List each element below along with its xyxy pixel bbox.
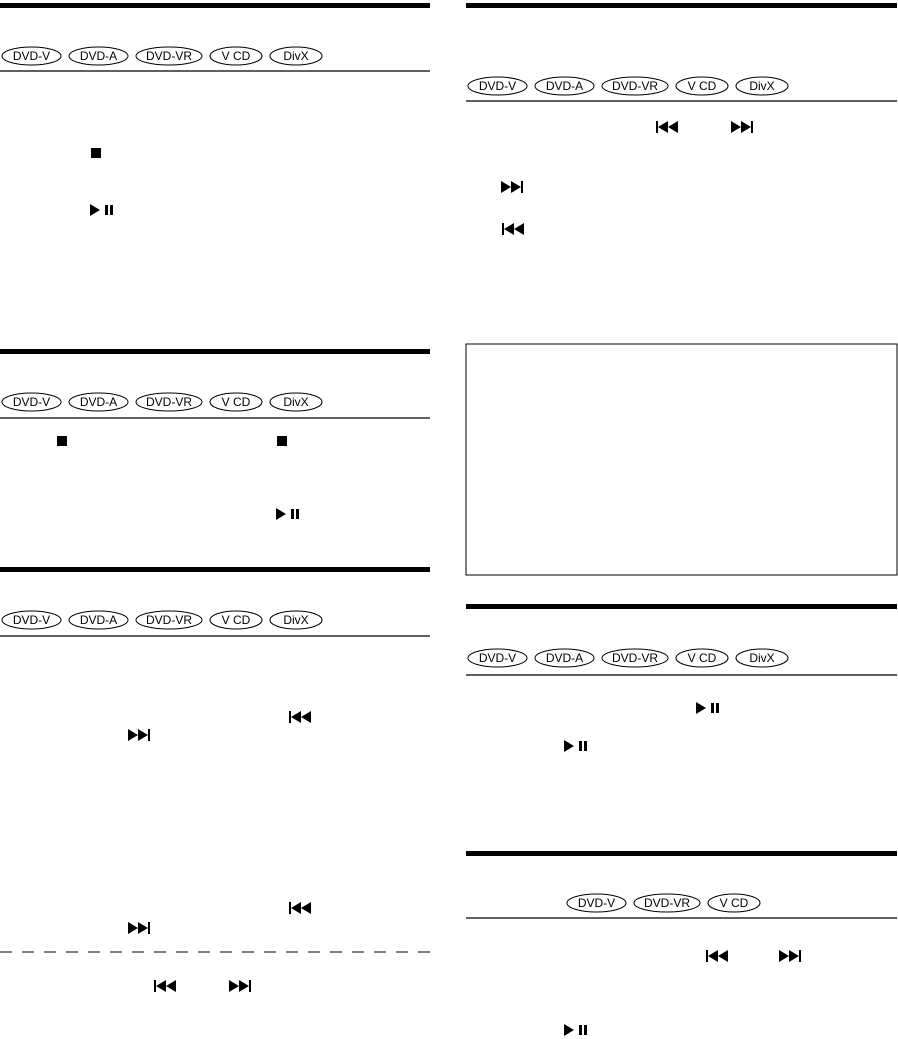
format-badge [633,893,701,913]
format-label: DVD-VR [644,896,690,910]
format-label: V CD [688,651,717,665]
note-box [465,343,898,576]
format-badge [68,610,129,630]
format-label: DVD-V [13,49,50,63]
format-label: DVD-VR [612,651,658,665]
section-rule [466,851,897,856]
format-label: DivX [749,651,774,665]
format-label: DivX [283,49,308,63]
format-label: V CD [222,613,251,627]
format-badge [534,648,595,668]
format-label: DivX [283,613,308,627]
format-label: DVD-V [13,395,50,409]
format-label: DVD-A [546,79,583,93]
format-label: DVD-A [80,49,117,63]
format-badge [269,392,323,412]
format-badge [735,76,789,96]
next-icon [229,980,251,992]
format-label: DVD-V [479,79,516,93]
format-label: V CD [222,49,251,63]
play-pause-icon [696,702,719,714]
format-badge [601,648,669,668]
format-label: DVD-VR [146,395,192,409]
format-label: DVD-A [546,651,583,665]
next-icon [731,121,753,133]
next-icon [128,922,150,934]
format-badge [68,46,129,66]
play-pause-icon [276,508,299,520]
format-label: V CD [688,79,717,93]
prev-icon [289,902,311,914]
prev-icon [154,980,176,992]
format-badge [566,893,627,913]
format-badge [735,648,789,668]
stop-icon [277,436,287,446]
format-badge [135,610,203,630]
format-label: DivX [749,79,774,93]
format-label: V CD [222,395,251,409]
format-label: DVD-V [578,896,615,910]
section-rule [466,3,897,8]
prev-icon [706,950,728,962]
stop-icon [91,148,101,158]
play-pause-icon [564,1024,587,1036]
prev-icon [656,121,678,133]
next-icon [128,729,150,741]
format-badge [209,392,263,412]
format-label: DVD-A [80,395,117,409]
section-rule [0,3,430,8]
format-badge [1,46,62,66]
format-badge [269,610,323,630]
play-pause-icon [564,740,587,752]
format-label: DivX [283,395,308,409]
next-icon [501,181,523,193]
section-rule [0,349,430,354]
format-label: DVD-A [80,613,117,627]
format-badge [675,76,729,96]
format-label: V CD [720,896,749,910]
format-label: DVD-V [479,651,516,665]
format-badge [209,46,263,66]
format-badge [467,648,528,668]
section-rule [466,604,897,609]
format-badge [601,76,669,96]
format-badge [1,392,62,412]
format-badge [135,46,203,66]
format-badge [467,76,528,96]
format-badge [68,392,129,412]
format-label: DVD-VR [612,79,658,93]
format-badge [675,648,729,668]
format-badge [135,392,203,412]
format-label: DVD-VR [146,49,192,63]
format-badge [707,893,761,913]
format-label: DVD-V [13,613,50,627]
format-badge [269,46,323,66]
stop-icon [57,436,67,446]
format-label: DVD-VR [146,613,192,627]
next-icon [779,950,801,962]
prev-icon [502,223,524,235]
section-rule [0,567,430,572]
format-badge [1,610,62,630]
format-badge [534,76,595,96]
prev-icon [289,711,311,723]
format-badge [209,610,263,630]
play-pause-icon [90,204,113,216]
